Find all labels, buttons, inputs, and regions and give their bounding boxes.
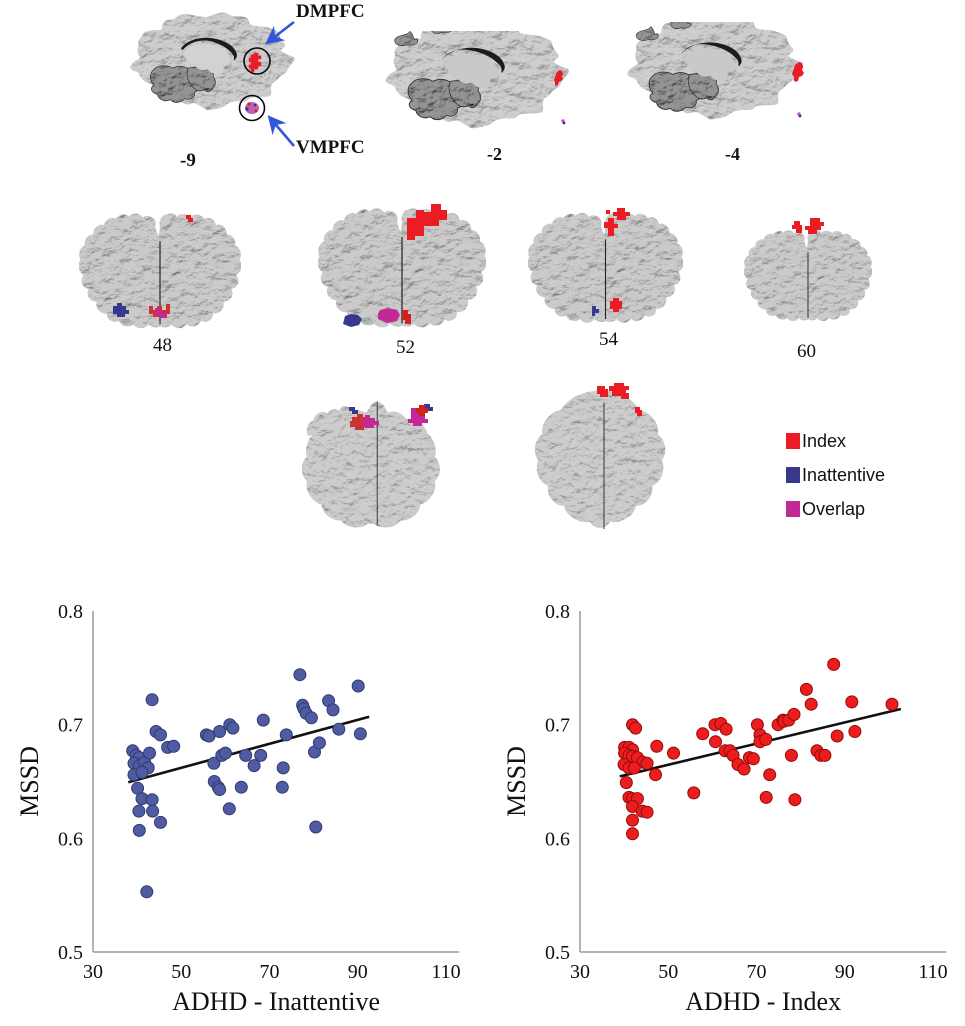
svg-text:Overlap: Overlap — [802, 499, 865, 519]
svg-text:MSSD: MSSD — [502, 746, 531, 817]
svg-text:ADHD - Inattentive: ADHD - Inattentive — [172, 987, 380, 1016]
svg-text:70: 70 — [747, 961, 767, 983]
svg-text:-4: -4 — [725, 144, 740, 164]
svg-text:0.5: 0.5 — [58, 942, 83, 964]
svg-text:Index: Index — [802, 431, 846, 451]
svg-text:110: 110 — [918, 961, 947, 983]
svg-text:-9: -9 — [180, 150, 196, 171]
svg-text:70: 70 — [260, 961, 280, 983]
svg-text:110: 110 — [431, 961, 460, 983]
svg-text:60: 60 — [797, 341, 816, 362]
svg-text:-2: -2 — [487, 144, 502, 164]
svg-text:50: 50 — [658, 961, 678, 983]
svg-text:50: 50 — [171, 961, 191, 983]
svg-text:52: 52 — [396, 337, 415, 358]
svg-text:ADHD - Index: ADHD - Index — [685, 987, 841, 1016]
svg-text:0.7: 0.7 — [58, 715, 83, 737]
svg-text:30: 30 — [83, 961, 103, 983]
svg-text:0.8: 0.8 — [545, 601, 570, 623]
svg-text:VMPFC: VMPFC — [296, 137, 365, 158]
svg-text:DMPFC: DMPFC — [296, 1, 365, 22]
svg-text:0.6: 0.6 — [545, 828, 570, 850]
svg-text:0.7: 0.7 — [545, 715, 570, 737]
svg-text:48: 48 — [153, 335, 172, 356]
svg-text:54: 54 — [599, 329, 619, 350]
svg-text:Inattentive: Inattentive — [802, 465, 885, 485]
svg-text:0.5: 0.5 — [545, 942, 570, 964]
svg-text:30: 30 — [570, 961, 590, 983]
svg-text:MSSD: MSSD — [15, 746, 44, 817]
svg-text:90: 90 — [348, 961, 368, 983]
svg-text:90: 90 — [835, 961, 855, 983]
svg-text:0.8: 0.8 — [58, 601, 83, 623]
svg-text:0.6: 0.6 — [58, 828, 83, 850]
